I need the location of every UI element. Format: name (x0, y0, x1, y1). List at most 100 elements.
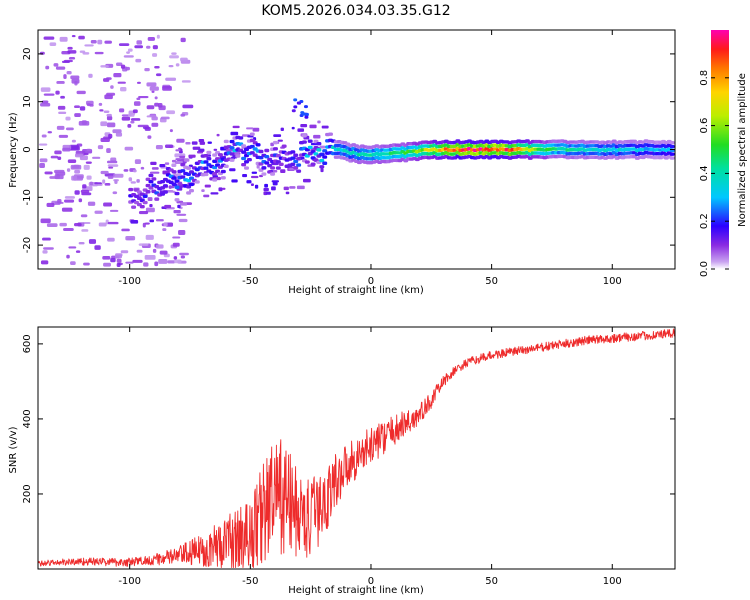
spectrogram-noise-cell (132, 169, 137, 173)
spectrogram-noise-cell (69, 144, 79, 150)
spectrogram-noise-cell (179, 202, 188, 206)
spectrogram-signal-cell (249, 132, 255, 136)
spectrogram-noise-cell (265, 191, 271, 195)
spectrogram-noise-cell (39, 143, 48, 146)
spectrogram-noise-cell (46, 223, 58, 228)
spectrogram-noise-cell (121, 228, 130, 232)
spectrogram-signal-cell (258, 149, 264, 154)
spectrogram-noise-cell (232, 125, 240, 129)
spectrogram-noise-cell (297, 128, 305, 132)
spectrogram-noise-cell (57, 199, 62, 204)
spectrogram-noise-cell (203, 194, 210, 198)
spectrogram-noise-cell (136, 40, 142, 45)
spectrogram-noise-cell (118, 43, 130, 46)
spectrogram-noise-cell (102, 179, 106, 184)
spectrogram-signal-cell (272, 140, 278, 145)
spectrogram-noise-cell (74, 169, 81, 174)
spectrogram-noise-cell (107, 221, 119, 225)
spectrogram-signal-cell (296, 169, 302, 173)
spectrogram-noise-cell (100, 170, 109, 175)
spectrogram-noise-cell (98, 102, 103, 106)
spectrogram-signal-cell (241, 156, 247, 161)
spectrogram-noise-cell (280, 169, 286, 173)
spectrogram-noise-cell (147, 37, 155, 41)
spectrogram-signal-cell (212, 165, 218, 170)
spectrogram-signal-cell (275, 153, 281, 158)
spectrogram-signal-cell (249, 151, 255, 155)
spectrogram-signal-cell (241, 162, 247, 167)
snr-y-tick-label: 400 (22, 409, 33, 428)
spectrogram-signal-cell (206, 150, 212, 155)
spectrogram-noise-cell (138, 210, 149, 215)
spectrogram-signal-cell (212, 159, 218, 164)
spectrogram-signal-cell (669, 152, 675, 156)
spectrogram-noise-cell (80, 214, 88, 218)
spectrogram-noise-cell (151, 167, 159, 170)
spectrogram-signal-cell (220, 176, 226, 180)
spectrogram-signal-cell (244, 166, 250, 170)
spectrogram-signal-cell (212, 178, 218, 182)
spectrogram-noise-cell (110, 258, 116, 263)
spectrogram-noise-cell (154, 96, 158, 100)
spectrogram-signal-cell (229, 152, 235, 156)
spectrogram-noise-cell (97, 145, 104, 150)
spectrogram-noise-cell (117, 81, 126, 84)
spectrogram-signal-cell (142, 200, 148, 205)
spectrogram-noise-cell (210, 192, 219, 195)
spectrogram-signal-cell (229, 139, 235, 144)
spectrogram-noise-cell (273, 134, 282, 137)
spectrogram-noise-cell (242, 173, 248, 178)
spectrogram-noise-cell (321, 125, 329, 129)
spectrogram-noise-cell (106, 113, 112, 117)
spectrogram-noise-cell (169, 129, 173, 133)
spectrogram-signal-cell (171, 170, 177, 174)
spectrogram-signal-cell (188, 182, 194, 187)
spectrogram-x-tick-label: 50 (485, 276, 498, 287)
spectrogram-noise-cell (181, 80, 191, 83)
spectrogram-noise-cell (149, 86, 159, 91)
spectrogram-noise-cell (183, 159, 190, 162)
spectrogram-signal-cell (148, 186, 154, 190)
snr-x-tick-label: 0 (368, 576, 374, 587)
spectrogram-noise-cell (146, 45, 151, 49)
spectrogram-noise-cell (149, 171, 160, 174)
spectrogram-noise-cell (320, 168, 324, 173)
spectrogram-noise-cell (252, 127, 260, 132)
spectrogram-noise-cell (94, 182, 102, 185)
spectrogram-noise-cell (116, 258, 122, 263)
snr-x-tick-label: -50 (242, 576, 258, 587)
spectrogram-noise-cell (150, 161, 157, 165)
spectrogram-noise-cell (175, 160, 183, 164)
spectrogram-signal-cell (180, 162, 186, 167)
spectrogram-noise-cell (147, 197, 153, 202)
spectrogram-signal-cell (249, 138, 255, 143)
spectrogram-signal-cell (203, 154, 209, 158)
spectrogram-noise-cell (40, 260, 49, 265)
spectrogram-noise-cell (54, 174, 64, 180)
spectrogram-noise-cell (175, 149, 181, 152)
spectrogram-noise-cell (98, 222, 107, 227)
snr-panel: -100 -50 0 50 100 200 400 600 Height of straigh… (8, 326, 676, 596)
spectrogram-noise-cell (159, 164, 166, 168)
spectrogram-signal-cell (327, 132, 333, 136)
figure-title: KOM5.2026.034.03.35.G12 (261, 3, 450, 19)
spectrogram-signal-cell (212, 153, 218, 157)
spectrogram-signal-cell (128, 187, 134, 192)
spectrogram-noise-cell (143, 262, 149, 267)
spectrogram-noise-cell (132, 259, 143, 263)
spectrogram-signal-cell (238, 136, 244, 140)
spectrogram-signal-cell (322, 161, 328, 165)
spectrogram-noise-cell (126, 51, 130, 54)
spectrogram-noise-cell (130, 181, 136, 184)
spectrogram-signal-cell (194, 180, 200, 184)
spectrogram-noise-cell (207, 141, 212, 144)
spectrogram-noise-cell (185, 141, 191, 145)
spectrogram-noise-cell (136, 179, 140, 183)
spectrogram-noise-cell (289, 186, 296, 189)
spectrogram-noise-cell (84, 44, 94, 47)
spectrogram-noise-cell (199, 141, 206, 145)
spectrogram-noise-cell (103, 110, 110, 113)
spectrogram-noise-cell (127, 48, 133, 52)
colorbar-tick-label: 0.2 (699, 213, 710, 229)
spectrogram-noise-cell (55, 90, 60, 95)
